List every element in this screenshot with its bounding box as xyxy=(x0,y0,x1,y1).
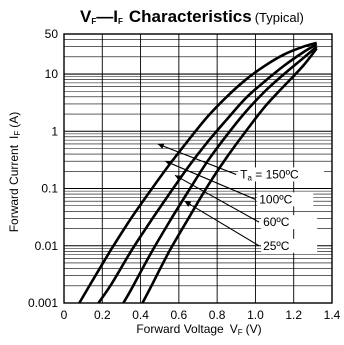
x-label-symbol: V xyxy=(230,322,238,336)
title-v-symbol: V xyxy=(80,7,92,26)
annotation-rest-3: 25ºC xyxy=(263,239,290,253)
annotation-rest-0: = 150ºC xyxy=(252,167,299,181)
annotation-rest-1: 100ºC xyxy=(259,192,292,206)
chart-title: VF—IF Characteristics (Typical) xyxy=(80,7,304,26)
y-tick-label: 0.001 xyxy=(28,296,58,310)
x-tick-label: 1.4 xyxy=(324,308,341,322)
annotation-prefix-0: T xyxy=(240,167,248,181)
annotation-label-1: 100ºC xyxy=(259,192,292,206)
annotation-label-2: 60ºC xyxy=(263,215,290,229)
series-line-3 xyxy=(141,47,318,304)
x-tick-label: 1.2 xyxy=(285,308,302,322)
annotation-bg-2 xyxy=(261,215,318,230)
x-tick-label: 0.4 xyxy=(132,308,149,322)
x-tick-label: 1.0 xyxy=(247,308,264,322)
annotations: Ta = 150ºC 100ºC 60ºC 25ºC xyxy=(157,143,325,253)
series-line-0 xyxy=(78,41,318,304)
annotation-label-3: 25ºC xyxy=(263,239,290,253)
y-axis-label: Forward Current IF (A) xyxy=(7,112,22,233)
annotation-arrow-2 xyxy=(174,174,260,223)
y-tick-label: 50 xyxy=(45,27,59,41)
annotation-arrowhead-0 xyxy=(157,143,165,149)
plot-border xyxy=(63,33,333,304)
x-tick-label: 0.2 xyxy=(94,308,111,322)
y-label-symbol: I xyxy=(7,136,21,139)
x-label-text: Forward Voltage xyxy=(136,322,224,336)
title-i-symbol: I xyxy=(113,7,118,26)
series-line-1 xyxy=(97,43,318,304)
y-label-sub: F xyxy=(13,131,22,136)
x-tick-label: 0 xyxy=(61,308,68,322)
annotation-bg-0 xyxy=(238,167,325,182)
y-tick-label: 0.01 xyxy=(35,239,59,253)
title-qualifier: (Typical) xyxy=(255,10,304,25)
x-label-sub: F xyxy=(238,328,243,337)
y-label-text: Forward Current xyxy=(7,144,21,232)
annotation-rest-2: 60ºC xyxy=(263,215,290,229)
y-tick-label: 1 xyxy=(51,124,58,138)
annotation-arrowhead-3 xyxy=(184,201,192,207)
annotation-arrowhead-1 xyxy=(165,160,173,167)
y-label-unit: (A) xyxy=(7,112,21,128)
title-i-sub: F xyxy=(118,17,123,26)
annotation-sub-0: a xyxy=(247,173,252,182)
title-word: Characteristics xyxy=(129,7,252,26)
y-tick-label: 10 xyxy=(45,67,59,81)
annotation-label-0: Ta = 150ºC xyxy=(240,167,299,182)
x-tick-label: 0.8 xyxy=(209,308,226,322)
plot-frame xyxy=(63,33,333,304)
title-dash: — xyxy=(96,7,113,26)
annotation-arrow-0 xyxy=(157,143,237,175)
title-v-sub: F xyxy=(91,17,96,26)
annotation-arrow-3 xyxy=(184,200,260,247)
x-label-unit: (V) xyxy=(246,322,262,336)
x-axis-label: Forward Voltage VF (V) xyxy=(136,322,261,337)
y-tick-label: 0.1 xyxy=(41,182,58,196)
x-tick-label: 0.6 xyxy=(171,308,188,322)
series-line-2 xyxy=(122,45,318,304)
x-tick-labels: 0 0.2 0.4 0.6 0.8 1.0 1.2 1.4 xyxy=(61,308,341,322)
y-tick-labels: 0.001 0.01 0.1 1 10 50 xyxy=(28,27,58,310)
annotation-arrowhead-2 xyxy=(175,175,182,181)
annotation-bg-3 xyxy=(261,238,318,253)
annotation-bg-1 xyxy=(257,192,314,207)
annotation-arrow-1 xyxy=(165,160,256,200)
series-lines xyxy=(78,41,318,304)
